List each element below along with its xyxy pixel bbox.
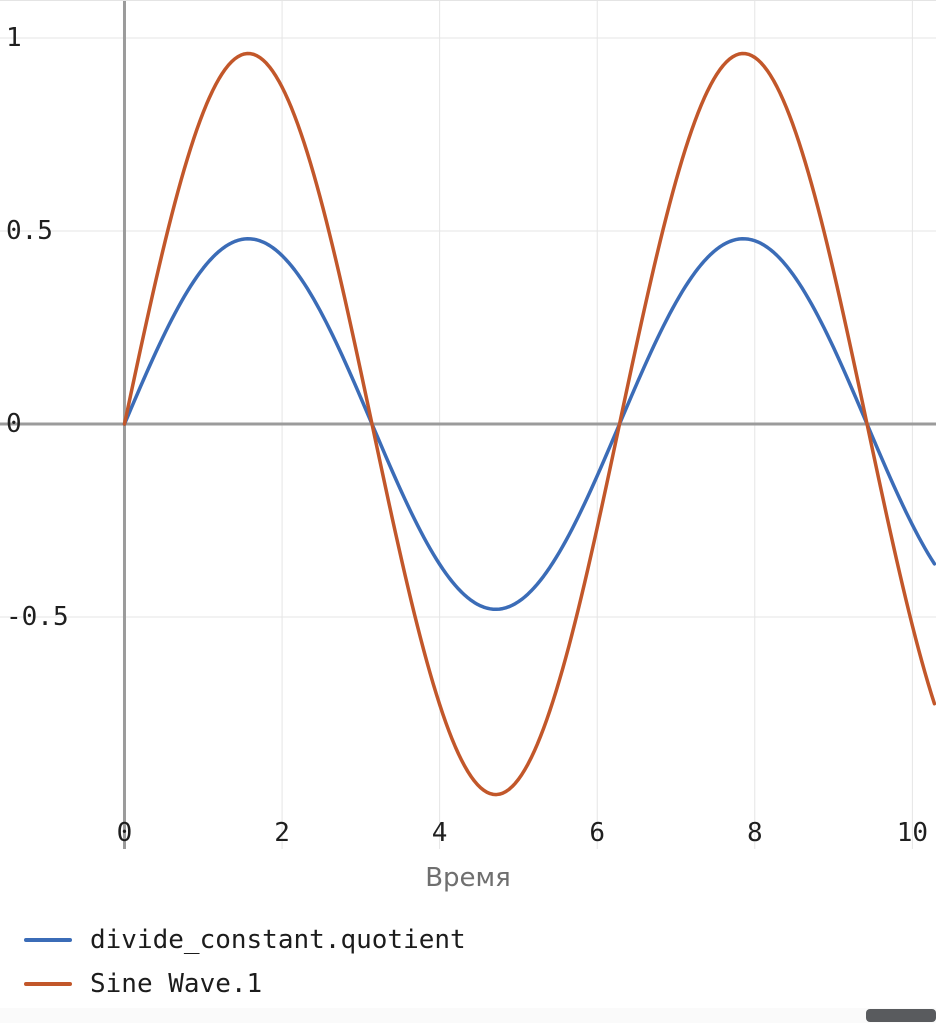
series-line-1 <box>122 51 936 797</box>
x-tick-label: 10 <box>897 818 928 848</box>
x-tick-label: 8 <box>747 818 763 848</box>
series-line-0 <box>122 237 936 612</box>
legend-swatch-blue-line <box>24 938 72 942</box>
x-tick-label: 2 <box>274 818 290 848</box>
y-tick-label: 0 <box>6 409 22 439</box>
legend-swatch-orange-line <box>24 982 72 986</box>
legend-item-sine-wave-1[interactable]: Sine Wave.1 <box>24 969 936 999</box>
x-tick-label: 6 <box>589 818 605 848</box>
chart-legend: divide_constant.quotient Sine Wave.1 <box>24 925 936 999</box>
y-tick-label: -0.5 <box>6 602 69 632</box>
legend-label-divide-constant-quotient: divide_constant.quotient <box>90 925 466 955</box>
scrollbar-thumb[interactable] <box>866 1009 936 1022</box>
y-tick-label: 0.5 <box>6 216 53 246</box>
legend-item-divide-constant-quotient[interactable]: divide_constant.quotient <box>24 925 936 955</box>
legend-label-sine-wave-1: Sine Wave.1 <box>90 969 263 999</box>
horizontal-scrollbar[interactable] <box>0 1008 936 1023</box>
x-axis-title: Время <box>425 863 511 893</box>
x-tick-label: 0 <box>117 818 133 848</box>
y-tick-label: 1 <box>6 23 22 53</box>
chart-plot-area[interactable]: 1 0.5 0 -0.5 0 2 4 6 8 10 <box>0 1 936 849</box>
x-tick-label: 4 <box>432 818 448 848</box>
